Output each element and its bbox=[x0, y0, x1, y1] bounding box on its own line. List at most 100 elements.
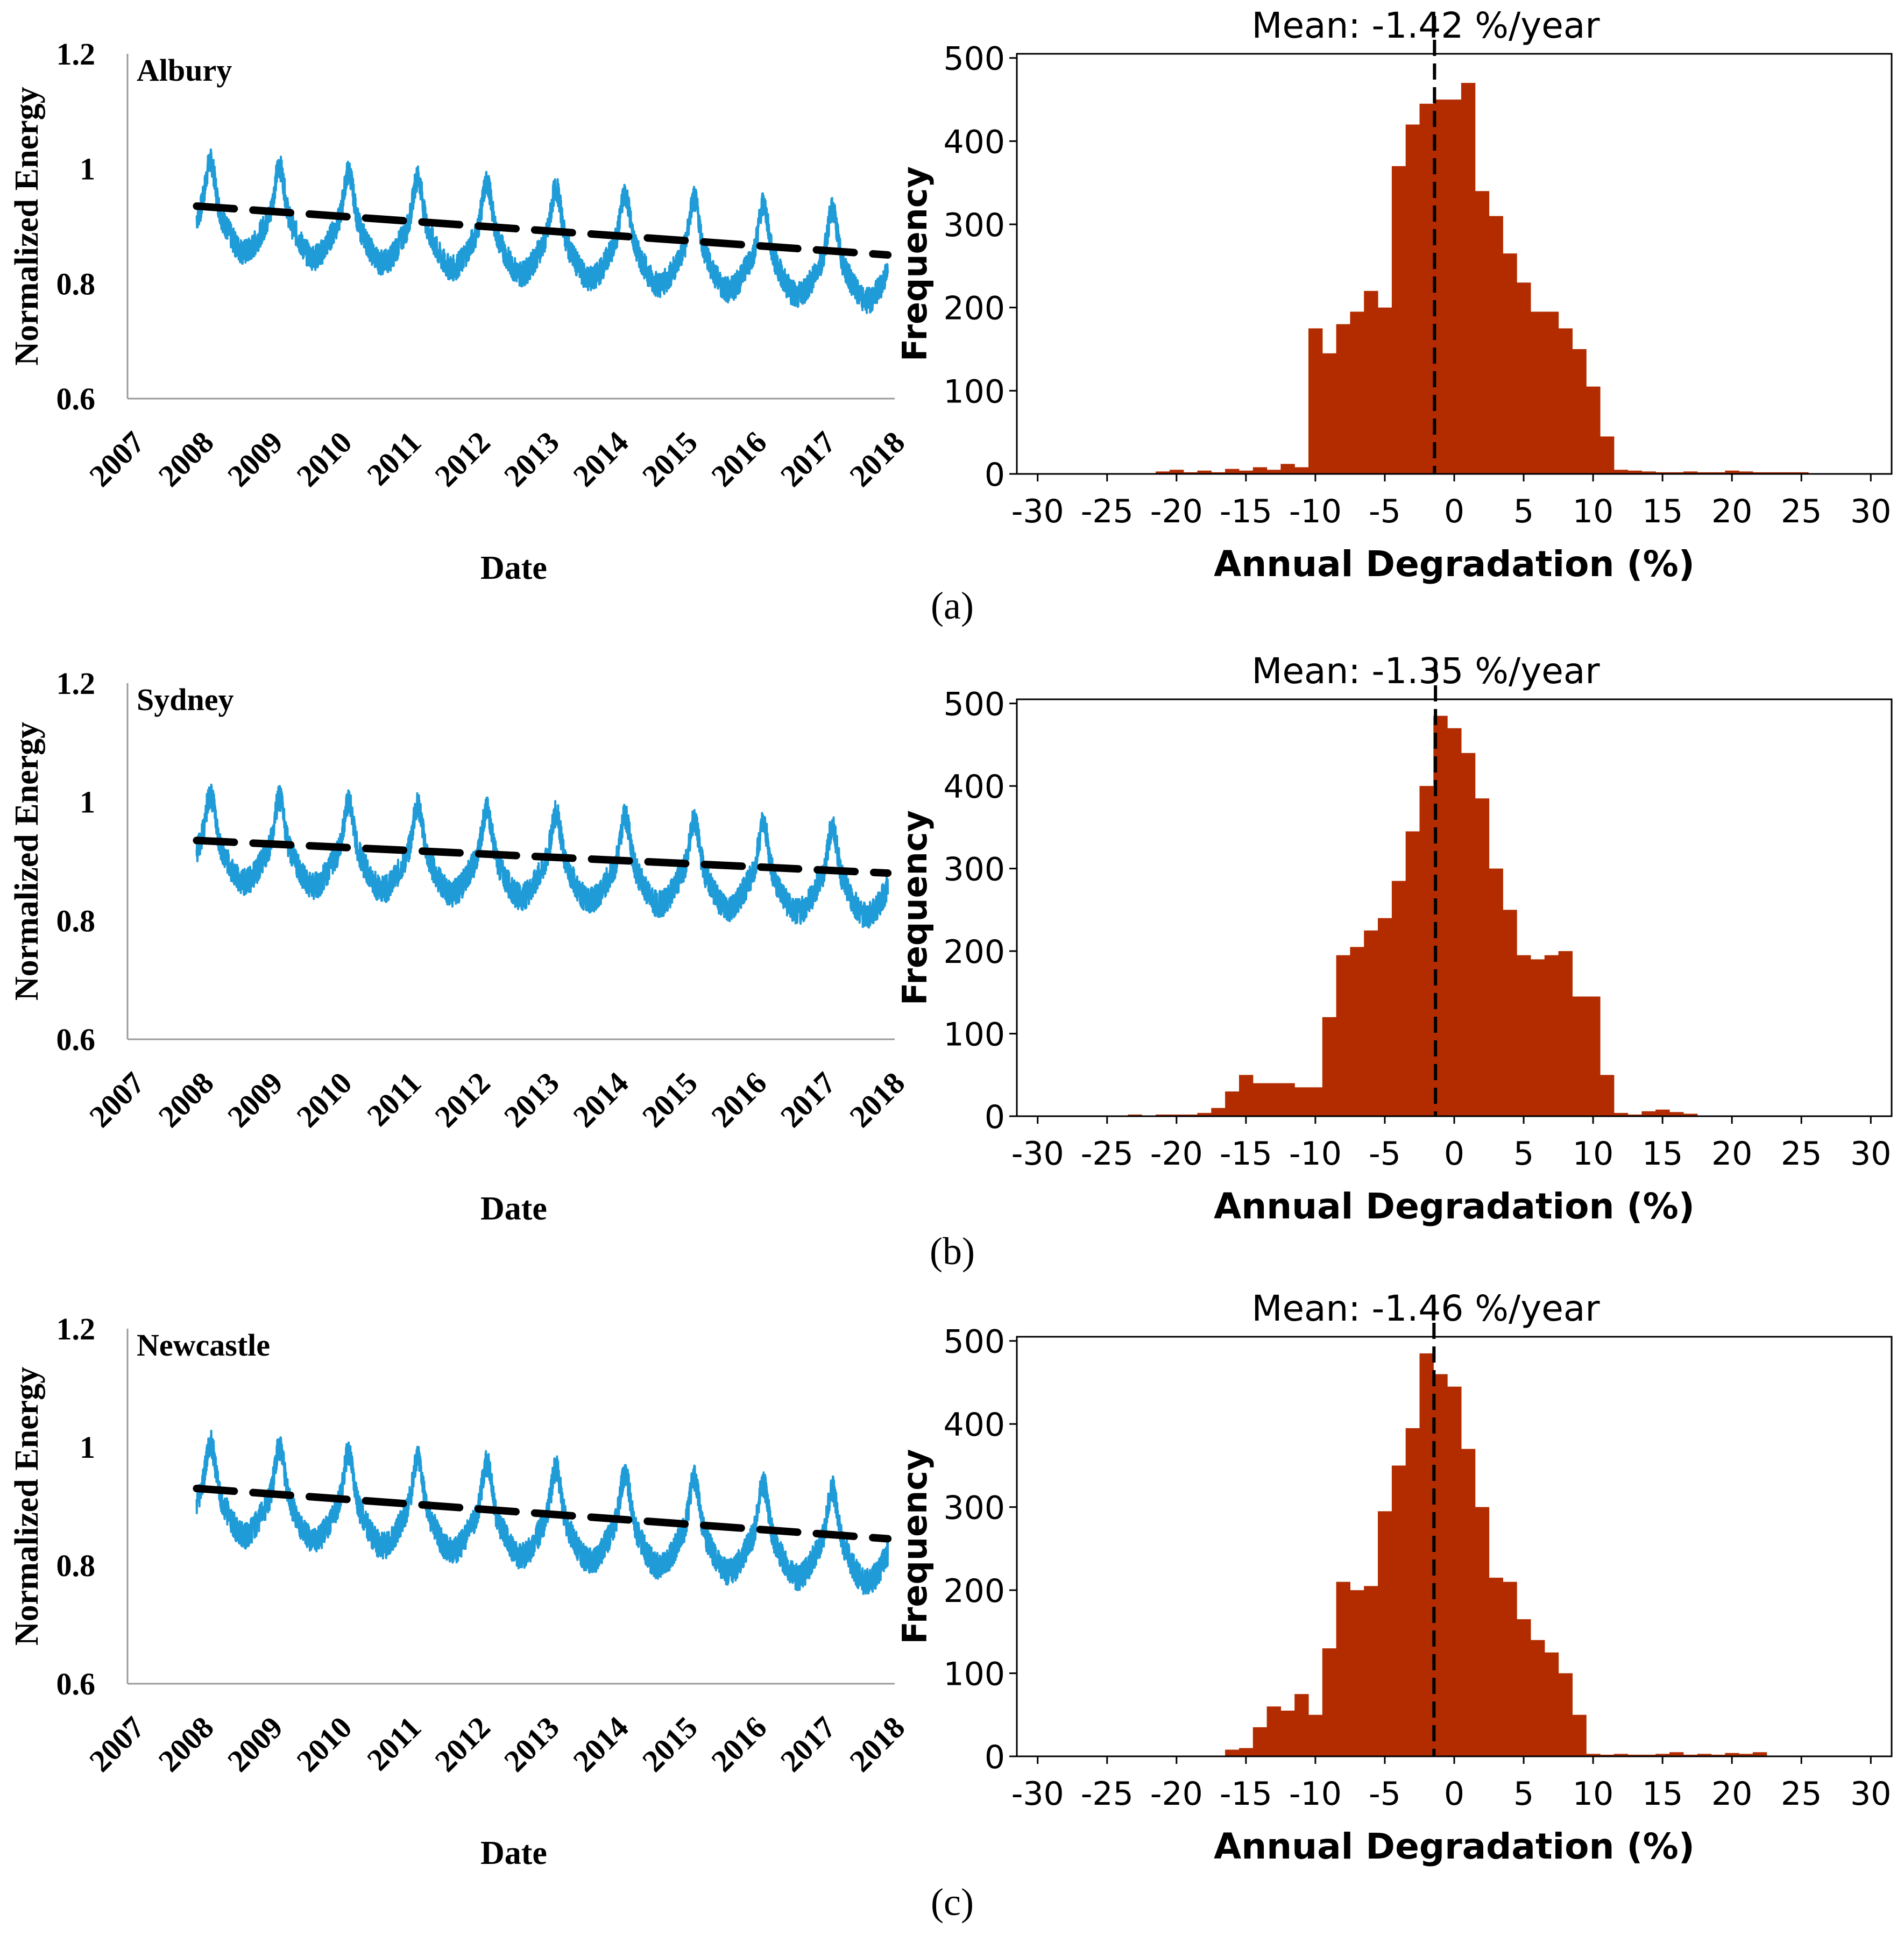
x-tick-label: 2009 bbox=[221, 1710, 289, 1778]
histogram-bar bbox=[1794, 472, 1809, 474]
location-label: Newcastle bbox=[137, 1328, 270, 1363]
x-tick-label: 15 bbox=[1642, 1135, 1683, 1173]
histogram-bar bbox=[1405, 124, 1420, 474]
y-tick-label: 500 bbox=[943, 686, 1005, 724]
histogram-bar bbox=[1669, 1752, 1684, 1756]
histogram-bar bbox=[1544, 1652, 1559, 1756]
x-tick-label: 2009 bbox=[221, 424, 289, 493]
y-tick-label: 100 bbox=[943, 373, 1005, 410]
x-tick-label: 25 bbox=[1781, 493, 1822, 530]
histogram-bar bbox=[1308, 1087, 1323, 1116]
x-tick-label: 5 bbox=[1513, 1135, 1534, 1173]
histogram-bar bbox=[1627, 1754, 1642, 1756]
x-tick-label: 2017 bbox=[774, 424, 843, 493]
histogram-bar bbox=[1475, 191, 1490, 474]
x-tick-label: 2013 bbox=[497, 1710, 566, 1778]
histogram-bar bbox=[1503, 910, 1517, 1116]
x-tick-label: 2016 bbox=[704, 1710, 773, 1778]
energy-series-line bbox=[195, 148, 889, 314]
histogram-bar bbox=[1655, 1754, 1670, 1756]
x-tick-label: 2013 bbox=[497, 1065, 566, 1134]
x-axis-label: Annual Degradation (%) bbox=[1214, 1826, 1695, 1867]
histogram-bar bbox=[1669, 472, 1684, 474]
x-tick-label: 0 bbox=[1444, 1775, 1464, 1813]
histogram-bar bbox=[1322, 1648, 1337, 1756]
x-tick-label: 2015 bbox=[635, 1710, 704, 1778]
histogram-bar bbox=[1683, 1754, 1698, 1756]
y-tick-label: 300 bbox=[943, 207, 1005, 244]
histogram-bar bbox=[1489, 1577, 1503, 1756]
histogram-bar bbox=[1447, 100, 1462, 474]
histogram-bar bbox=[1322, 1017, 1337, 1116]
histogram-bar bbox=[1378, 1511, 1392, 1756]
x-tick-label: 2007 bbox=[82, 424, 151, 493]
x-axis-label: Date bbox=[480, 550, 547, 586]
histogram-bar bbox=[1266, 1706, 1281, 1756]
y-axis-label: Frequency bbox=[895, 1449, 935, 1644]
x-tick-label: 2010 bbox=[290, 1710, 359, 1778]
y-tick-label: 1 bbox=[80, 1430, 95, 1465]
y-tick-label: 200 bbox=[943, 933, 1005, 971]
histogram-bar bbox=[1280, 1083, 1295, 1116]
histogram-bar bbox=[1489, 868, 1503, 1116]
histogram-bar bbox=[1558, 1673, 1573, 1756]
histogram-bar bbox=[1600, 1075, 1615, 1116]
histogram-bar bbox=[1225, 1091, 1240, 1116]
histogram-bar bbox=[1239, 470, 1254, 474]
histogram-bar bbox=[1780, 472, 1795, 474]
histogram-bar bbox=[1752, 1752, 1767, 1756]
histogram-title: Mean: -1.42 %/year bbox=[1252, 5, 1601, 46]
x-tick-label: 2014 bbox=[566, 424, 635, 493]
histogram-bar bbox=[1641, 1754, 1656, 1756]
x-tick-label: 2011 bbox=[360, 1710, 428, 1777]
y-axis-label: Frequency bbox=[895, 810, 935, 1005]
y-tick-label: 1 bbox=[80, 152, 95, 187]
histogram-bar bbox=[1378, 307, 1392, 474]
histogram-bar bbox=[1405, 831, 1420, 1116]
x-axis-label: Date bbox=[480, 1835, 547, 1871]
x-tick-label: 15 bbox=[1642, 1775, 1683, 1813]
histogram-bar bbox=[1531, 311, 1545, 474]
histogram-bar bbox=[1613, 1112, 1629, 1116]
histogram-bar bbox=[1766, 472, 1781, 474]
histogram-bar bbox=[1211, 1108, 1226, 1116]
histogram-bar bbox=[1447, 728, 1462, 1116]
histogram-title: Mean: -1.46 %/year bbox=[1252, 1288, 1601, 1329]
histogram-bar bbox=[1503, 253, 1517, 474]
x-tick-label: 2007 bbox=[82, 1710, 151, 1778]
y-tick-label: 400 bbox=[943, 123, 1005, 161]
histogram-bar bbox=[1294, 1694, 1309, 1756]
y-tick-label: 100 bbox=[943, 1016, 1005, 1054]
histogram-bar bbox=[1613, 470, 1629, 474]
y-tick-label: 100 bbox=[943, 1656, 1005, 1693]
histogram-bar bbox=[1586, 386, 1601, 474]
y-tick-label: 0.6 bbox=[56, 381, 96, 416]
histogram-bar bbox=[1350, 947, 1364, 1116]
histogram-bar bbox=[1197, 470, 1212, 474]
x-tick-label: -25 bbox=[1081, 1775, 1134, 1813]
x-axis-label: Annual Degradation (%) bbox=[1214, 1186, 1695, 1227]
histogram-bar bbox=[1489, 216, 1503, 474]
histogram-bar bbox=[1586, 996, 1601, 1116]
x-tick-label: 2012 bbox=[428, 1065, 497, 1134]
x-tick-label: -30 bbox=[1011, 1775, 1064, 1813]
x-tick-label: 2012 bbox=[428, 1710, 497, 1778]
x-tick-label: 5 bbox=[1513, 1775, 1534, 1813]
x-tick-label: 2015 bbox=[635, 1065, 704, 1134]
histogram-bar bbox=[1419, 103, 1434, 474]
trend-line bbox=[193, 1485, 892, 1543]
histogram-bar bbox=[1391, 166, 1406, 474]
x-tick-label: 30 bbox=[1850, 493, 1891, 530]
x-tick-label: 2011 bbox=[360, 1065, 428, 1133]
histogram-bar bbox=[1294, 467, 1309, 474]
x-tick-label: 2010 bbox=[290, 424, 359, 493]
histogram-bar bbox=[1517, 955, 1531, 1116]
histogram-bar bbox=[1156, 1114, 1170, 1116]
x-tick-label: 2017 bbox=[774, 1065, 843, 1134]
histogram-bar bbox=[1239, 1075, 1254, 1116]
y-tick-label: 1.2 bbox=[56, 37, 96, 72]
x-tick-label: 20 bbox=[1711, 1775, 1752, 1813]
